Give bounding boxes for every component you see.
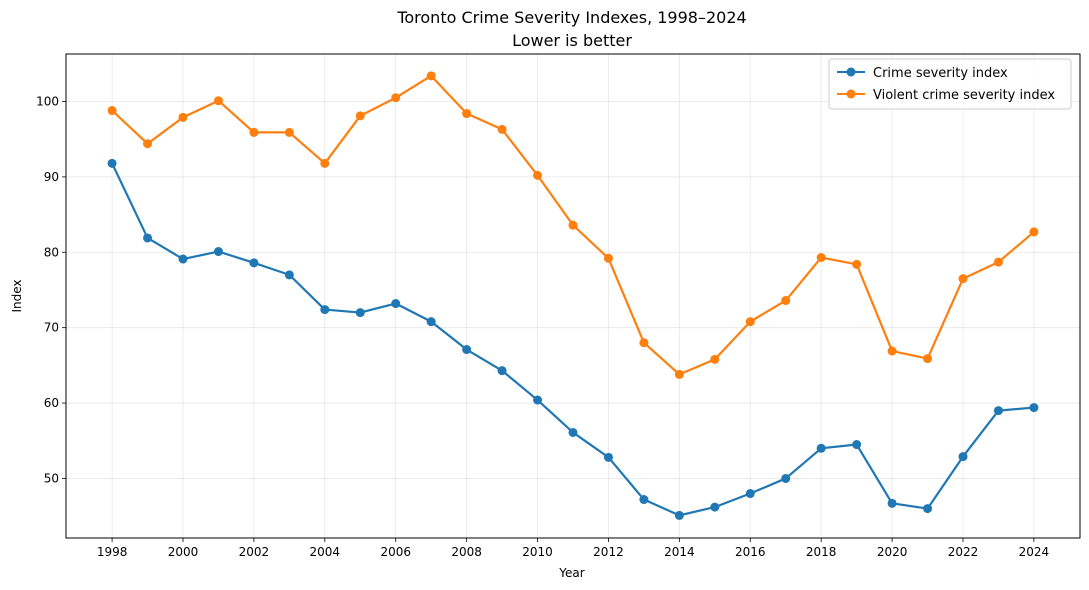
legend-box <box>828 58 1072 110</box>
y-tick-label: 100 <box>36 94 59 108</box>
data-point-crime-severity-index <box>603 452 613 462</box>
data-point-crime-severity-index <box>320 305 330 315</box>
series-lines <box>107 71 1039 520</box>
data-point-crime-severity-index <box>887 498 897 508</box>
x-tick-label: 2020 <box>877 545 908 559</box>
legend-marker-crime-severity <box>846 67 856 77</box>
data-point-violent-crime-severity-index <box>497 124 507 134</box>
legend-label-violent-crime-severity: Violent crime severity index <box>873 88 1055 103</box>
x-tick-label: 2002 <box>239 545 270 559</box>
data-point-violent-crime-severity-index <box>213 96 223 106</box>
legend-marker-violent-crime-severity <box>846 89 856 99</box>
x-tick-label: 2022 <box>948 545 979 559</box>
data-point-crime-severity-index <box>462 345 472 355</box>
data-point-violent-crime-severity-index <box>887 346 897 356</box>
data-point-crime-severity-index <box>249 258 259 268</box>
y-tick-label: 80 <box>44 245 59 259</box>
x-tick-label: 2012 <box>593 545 624 559</box>
data-point-violent-crime-severity-index <box>745 317 755 327</box>
chart-subtitle: Lower is better <box>512 31 632 50</box>
data-point-crime-severity-index <box>923 504 933 514</box>
data-point-violent-crime-severity-index <box>568 220 578 230</box>
y-tick-label: 70 <box>44 321 59 335</box>
x-tick-label: 2010 <box>522 545 553 559</box>
data-point-crime-severity-index <box>178 254 188 264</box>
data-point-violent-crime-severity-index <box>320 158 330 168</box>
data-point-crime-severity-index <box>533 395 543 405</box>
data-point-crime-severity-index <box>213 247 223 257</box>
data-point-violent-crime-severity-index <box>533 170 543 180</box>
data-point-violent-crime-severity-index <box>178 112 188 122</box>
data-point-crime-severity-index <box>355 308 365 318</box>
data-point-violent-crime-severity-index <box>249 127 259 137</box>
data-point-crime-severity-index <box>816 443 826 453</box>
data-point-crime-severity-index <box>1029 403 1039 413</box>
data-point-violent-crime-severity-index <box>143 139 153 149</box>
x-tick-label: 2004 <box>310 545 341 559</box>
x-tick-label: 2018 <box>806 545 837 559</box>
x-tick-label: 2024 <box>1019 545 1050 559</box>
plot-area-frame <box>65 53 1081 539</box>
data-point-violent-crime-severity-index <box>852 259 862 269</box>
axis-ticks: 1998 2000 2002 2004 2006 2008 2010 2012 2014 2016… <box>36 94 1049 559</box>
data-point-violent-crime-severity-index <box>923 354 933 364</box>
data-point-crime-severity-index <box>639 495 649 505</box>
x-tick-label: 2014 <box>664 545 695 559</box>
x-tick-label: 2016 <box>735 545 766 559</box>
data-point-violent-crime-severity-index <box>639 338 649 348</box>
data-point-crime-severity-index <box>391 299 401 309</box>
y-axis-label: Index <box>10 279 24 312</box>
y-tick-label: 60 <box>44 396 59 410</box>
x-tick-label: 2000 <box>168 545 199 559</box>
data-point-crime-severity-index <box>958 452 968 462</box>
data-point-crime-severity-index <box>497 366 507 376</box>
data-point-crime-severity-index <box>710 502 720 512</box>
data-point-crime-severity-index <box>781 473 791 483</box>
x-tick-label: 1998 <box>97 545 128 559</box>
data-point-violent-crime-severity-index <box>816 253 826 263</box>
data-point-crime-severity-index <box>745 489 755 499</box>
data-point-violent-crime-severity-index <box>674 369 684 379</box>
y-tick-label: 90 <box>44 170 59 184</box>
data-point-crime-severity-index <box>107 158 117 168</box>
x-axis-label: Year <box>558 566 584 580</box>
data-point-crime-severity-index <box>143 233 153 243</box>
x-tick-label: 2006 <box>380 545 411 559</box>
data-point-violent-crime-severity-index <box>1029 227 1039 237</box>
data-point-crime-severity-index <box>568 427 578 437</box>
data-point-violent-crime-severity-index <box>426 71 436 81</box>
data-point-violent-crime-severity-index <box>284 127 294 137</box>
data-point-violent-crime-severity-index <box>355 111 365 121</box>
legend: Crime severity index Violent crime sever… <box>828 58 1072 110</box>
data-point-violent-crime-severity-index <box>107 106 117 116</box>
data-point-crime-severity-index <box>852 440 862 450</box>
data-point-violent-crime-severity-index <box>781 296 791 306</box>
data-point-crime-severity-index <box>674 510 684 520</box>
data-point-violent-crime-severity-index <box>993 257 1003 267</box>
data-point-violent-crime-severity-index <box>391 93 401 103</box>
data-point-violent-crime-severity-index <box>710 354 720 364</box>
data-point-crime-severity-index <box>993 406 1003 416</box>
data-point-violent-crime-severity-index <box>603 253 613 263</box>
legend-label-crime-severity: Crime severity index <box>873 66 1008 81</box>
x-tick-label: 2008 <box>451 545 482 559</box>
chart-title: Toronto Crime Severity Indexes, 1998–202… <box>396 8 746 27</box>
y-tick-label: 50 <box>44 471 59 485</box>
data-point-crime-severity-index <box>426 317 436 327</box>
data-point-violent-crime-severity-index <box>958 274 968 284</box>
data-point-crime-severity-index <box>284 270 294 280</box>
data-point-violent-crime-severity-index <box>462 109 472 119</box>
